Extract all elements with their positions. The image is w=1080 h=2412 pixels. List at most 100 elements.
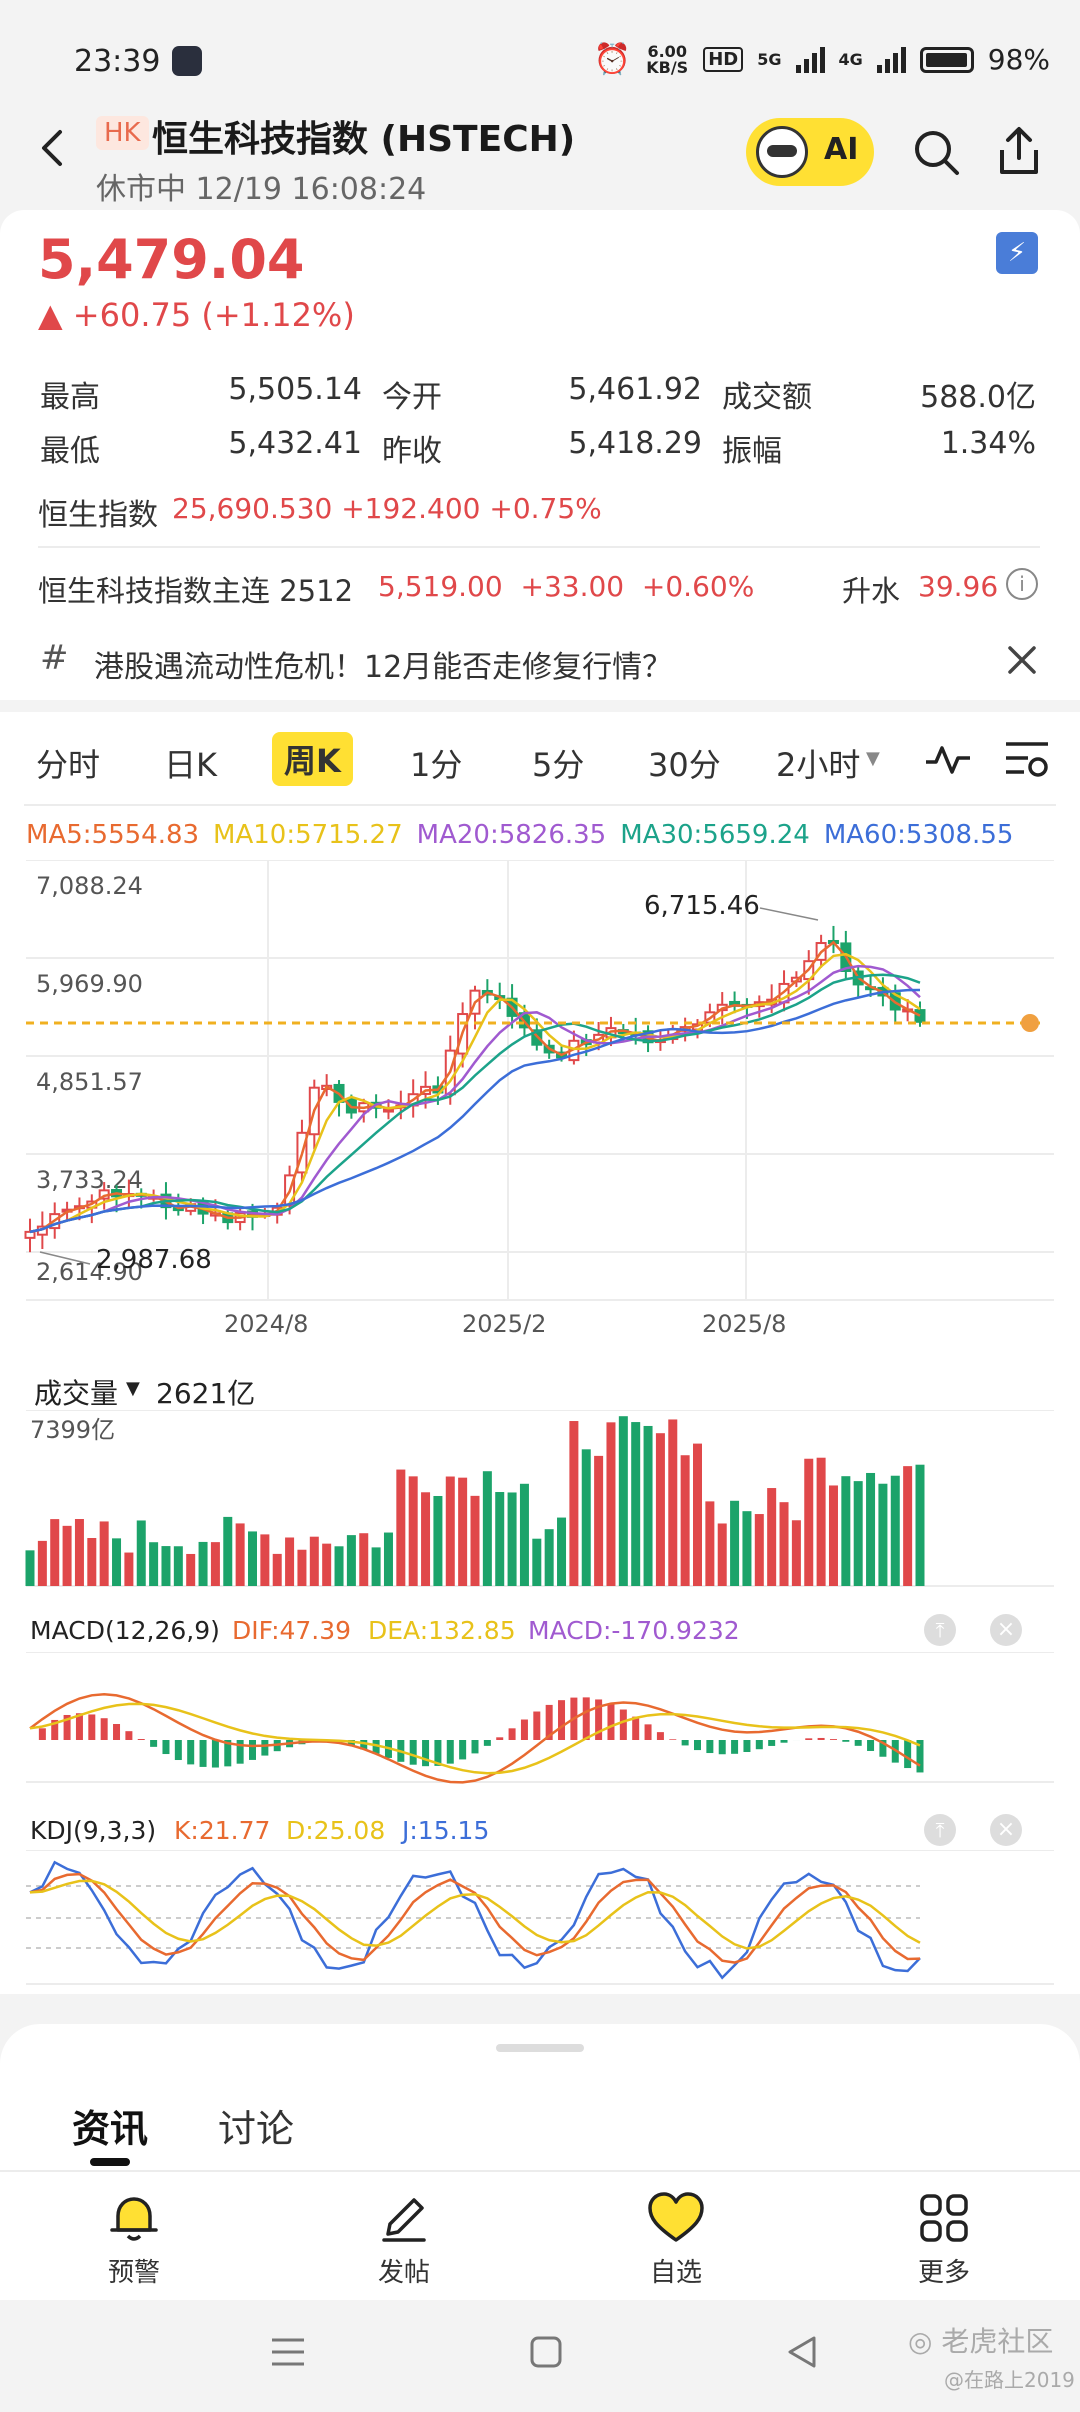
close-icon[interactable]: × [990,1614,1022,1646]
nav-label: 预警 [107,2258,160,2288]
status-bar: 23:39 ⏰ 6.00 KB/S HD 5G 4G 98% [0,0,1080,120]
level2-icon[interactable]: ⚡ [996,232,1038,274]
signal-icon-2 [876,46,906,73]
back-nav-icon[interactable] [784,2334,820,2370]
kdj-chart[interactable] [0,1850,1080,1986]
ma-lines [29,940,921,1234]
low-annotation: 2,987.68 [96,1245,212,1275]
close-icon[interactable] [1006,644,1038,676]
home-icon[interactable] [528,2334,564,2370]
macd-histogram [38,1697,924,1773]
stat-label: 今开 [382,380,442,415]
nav-post[interactable]: 发帖 [344,2190,464,2289]
chart-settings-icon[interactable] [1004,740,1050,780]
share-icon[interactable] [996,126,1042,176]
price-change: ▲ +60.75 (+1.12%) [38,296,355,334]
tab-daily[interactable]: 日K [164,746,217,784]
news-text[interactable]: 港股遇流动性危机！12月能否走修复行情？ [94,650,673,685]
nav-alert[interactable]: 预警 [74,2190,194,2289]
tab-weekly[interactable]: 周K [272,732,353,786]
stat-value: 5,418.29 [568,426,702,461]
tab-intraday[interactable]: 分时 [36,746,101,784]
app-notification-icon [172,46,202,76]
tiger-logo-icon: ◎ [908,2325,933,2358]
volume-max: 7399亿 [30,1416,115,1444]
tab-2hour[interactable]: 2小时 [776,746,861,784]
ai-label: AI [824,132,859,167]
futures-value[interactable]: 5,519.00 +33.00 +0.60% [378,570,755,603]
ai-assistant-button[interactable]: AI [746,118,874,186]
stat-value: 588.0亿 [920,380,1036,415]
nav-more[interactable]: 更多 [884,2190,1004,2289]
tab-30min[interactable]: 30分 [648,746,721,784]
close-icon[interactable]: × [990,1814,1022,1846]
back-icon[interactable] [34,128,74,168]
drag-handle[interactable] [496,2044,584,2052]
system-nav-bar: ◎ 老虎社区 @在路上2019 [0,2300,1080,2412]
menu-icon[interactable] [270,2334,306,2370]
high-annotation: 6,715.46 [644,891,760,921]
pin-top-icon[interactable]: ⤒ [924,1614,956,1646]
net-speed: 6.00 KB/S [646,41,689,77]
hd-icon: HD [703,47,744,72]
date-tick: 2025/8 [702,1310,786,1338]
news-banner[interactable]: # 港股遇流动性危机！12月能否走修复行情？ [0,620,1080,700]
status-time: 23:39 [74,44,161,79]
chart-panel [0,712,1080,1994]
macd-dea: DEA:132.85 [368,1616,516,1645]
macd-chart[interactable] [0,1652,1080,1784]
ma60-label: MA60:5308.55 [823,820,1014,850]
kdj-j: J:15.15 [402,1816,490,1845]
nav-watchlist[interactable]: 自选 [616,2190,736,2289]
battery-icon [919,46,974,73]
bell-icon [110,2197,158,2241]
network-4g-label: 4G [838,50,863,69]
hsi-label[interactable]: 恒生指数 [38,498,158,533]
stat-value: 5,505.14 [228,372,362,407]
stat-value: 5,432.41 [228,426,362,461]
volume-chart[interactable]: 7399亿 [0,1410,1080,1590]
tab-discuss[interactable]: 讨论 [218,2107,295,2151]
nav-label: 发帖 [377,2258,430,2288]
macd-dif: DIF:47.39 [232,1616,352,1645]
stat-label: 昨收 [382,434,442,469]
price-tick: 7,088.24 [36,872,143,900]
high-leader [759,907,819,921]
kdj-k: K:21.77 [174,1816,271,1845]
alarm-icon: ⏰ [593,42,632,77]
volume-bars [25,1416,925,1586]
signal-icon [795,46,825,73]
chevron-down-icon[interactable]: ▼ [126,1378,140,1399]
battery-level: 98% [987,43,1050,76]
stat-value: 1.34% [940,426,1036,461]
pen-icon [382,2198,426,2242]
indicator-icon[interactable] [924,742,972,776]
volume-label[interactable]: 成交量 [34,1377,119,1410]
stat-value: 5,461.92 [568,372,702,407]
hsi-value[interactable]: 25,690.530 +192.400 +0.75% [172,492,602,525]
macd-label: MACD(12,26,9) [30,1616,220,1645]
page-title: 恒生科技指数 (HSTECH) [152,119,576,160]
hashtag-icon: # [40,638,69,678]
date-tick: 2024/8 [224,1310,308,1338]
macd-value: MACD:-170.9232 [528,1616,740,1645]
tab-news[interactable]: 资讯 [72,2107,149,2151]
pin-top-icon[interactable]: ⤒ [924,1814,956,1846]
grid-icon [920,2194,968,2242]
futures-label[interactable]: 恒生科技指数主连 2512 [38,574,354,608]
info-icon[interactable]: i [1006,568,1038,600]
stat-label: 最低 [40,434,100,469]
ma5-label: MA5:5554.83 [26,820,200,850]
tab-5min[interactable]: 5分 [532,746,585,784]
market-badge: HK [96,116,149,150]
chevron-down-icon[interactable]: ▼ [866,748,880,769]
watermark-user: @在路上2019 [944,2368,1075,2392]
current-price-dot [1021,1014,1039,1032]
divider [24,804,1056,806]
tab-1min[interactable]: 1分 [410,746,463,784]
candlestick-chart[interactable]: 7,088.24 5,969.90 4,851.57 3,733.24 2,61… [0,860,1080,1360]
bottom-nav [0,2170,1080,2300]
network-5g-label: 5G [757,50,782,69]
search-icon[interactable] [912,128,960,176]
low-leader [39,1251,91,1265]
